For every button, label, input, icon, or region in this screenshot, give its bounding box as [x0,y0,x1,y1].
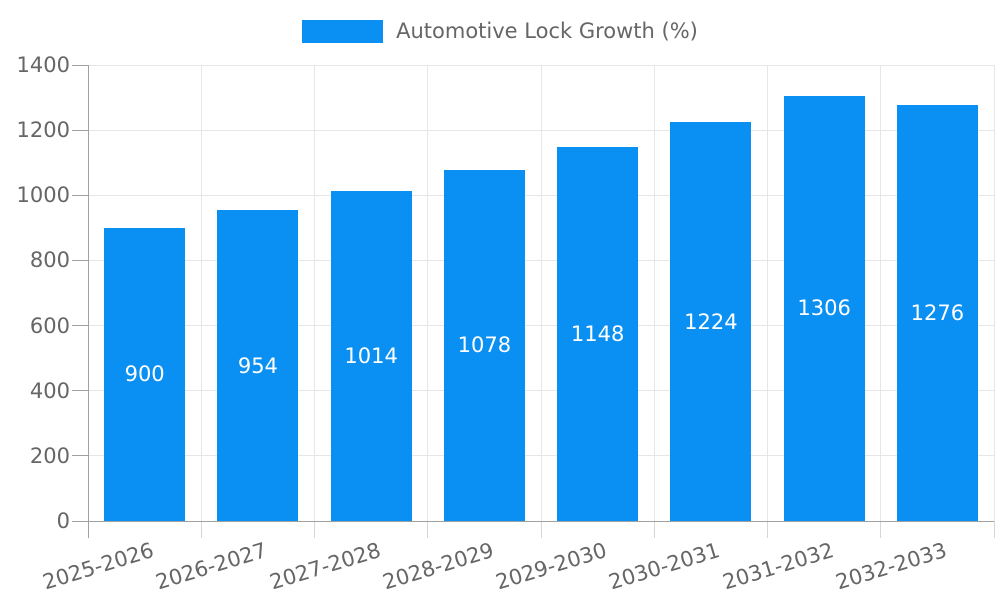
legend-swatch [302,20,384,43]
x-axis-label: 2027-2028 [266,538,384,595]
x-axis-label: 2031-2032 [719,538,837,595]
v-gridline [427,65,429,521]
x-axis-label: 2025-2026 [40,538,157,595]
x-axis-label: 2028-2029 [379,538,497,595]
bar [670,122,752,521]
x-axis-label: 2026-2027 [153,538,270,595]
y-tick-mark [72,325,88,327]
y-tick-label: 800 [29,248,70,273]
y-tick-label: 600 [29,313,70,338]
y-tick-mark [72,194,88,196]
y-axis-line [87,65,89,538]
bar-value-label: 954 [237,353,278,378]
bar [557,147,639,521]
bar-value-label: 1078 [457,333,512,358]
bar [330,190,412,521]
y-tick-label: 0 [56,509,70,533]
x-axis-label: 2030-2031 [606,538,723,595]
bar-value-label: 1224 [684,309,738,334]
v-gridline [880,65,882,521]
v-gridline [653,65,655,521]
y-tick-label: 400 [29,378,70,403]
v-gridline [314,65,315,521]
bar-value-label: 1014 [344,343,398,368]
y-tick-label: 1000 [16,183,70,208]
x-axis-line [88,520,994,522]
y-tick-label: 200 [29,443,70,468]
y-tick-mark [72,455,88,457]
bar-value-label: 1306 [797,296,851,321]
chart-legend: Automotive Lock Growth (%) [0,20,1000,43]
x-tick-mark [427,521,429,538]
y-tick-mark [72,64,88,66]
bar-value-label: 1148 [570,322,625,347]
y-tick-label: 1200 [16,118,70,143]
x-tick-mark [314,521,315,538]
y-tick-mark [72,129,88,131]
v-gridline [767,65,768,521]
bar [896,105,978,521]
v-gridline [540,65,542,521]
bar [217,210,299,521]
y-tick-mark [72,390,88,392]
x-tick-mark [540,521,542,538]
bar [104,227,186,521]
x-tick-mark [880,521,882,538]
bar-value-label: 1276 [910,301,965,326]
v-gridline [993,65,995,521]
v-gridline [200,65,202,521]
x-axis-label: 2032-2033 [832,538,950,595]
bar [783,95,865,521]
x-tick-mark [767,521,768,538]
x-tick-mark [200,521,202,538]
bar-value-label: 900 [124,362,165,387]
x-tick-mark [653,521,655,538]
y-tick-mark [72,520,88,522]
legend-label: Automotive Lock Growth (%) [396,19,698,43]
x-axis-label: 2029-2030 [493,538,610,595]
y-tick-label: 1400 [16,53,70,77]
bar [443,169,525,521]
x-tick-mark [993,521,995,538]
y-tick-mark [72,259,88,261]
